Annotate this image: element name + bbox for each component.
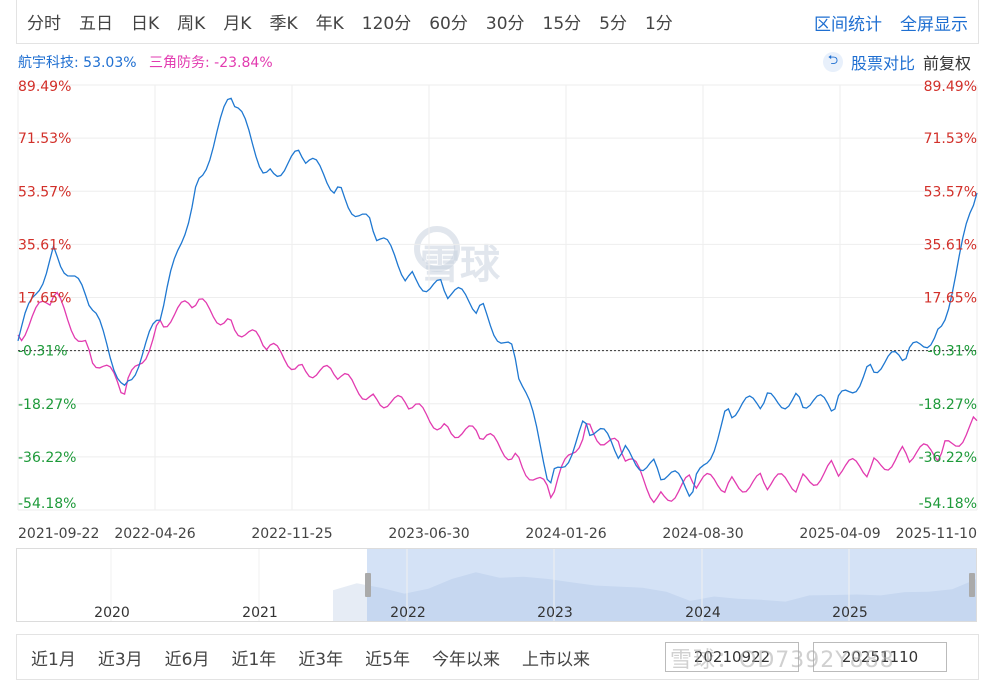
legend-series-a: 航宇科技: 53.03% bbox=[18, 55, 137, 71]
period-week-k[interactable]: 周K bbox=[177, 14, 206, 34]
fullscreen-button[interactable]: 全屏显示 bbox=[900, 14, 968, 35]
range-1m[interactable]: 近1月 bbox=[31, 649, 76, 670]
range-toolbar: 近1月 近3月 近6月 近1年 近3年 近5年 今年以来 上市以来 bbox=[16, 634, 979, 680]
navigator-left-handle bbox=[365, 573, 371, 597]
period-month-k[interactable]: 月K bbox=[223, 14, 252, 34]
y-tick-label-left: -54.18% bbox=[18, 496, 76, 512]
toolbar-right: 区间统计 全屏显示 bbox=[814, 0, 968, 44]
price-comparison-chart[interactable]: 89.49% 89.49% 71.53% 71.53% 53.57% 53.57% 35.6… bbox=[0, 72, 1007, 548]
range-3y[interactable]: 近3年 bbox=[298, 649, 344, 670]
period-toolbar: 分时 五日 日K 周K 月K 季K 年K 120分 60分 30分 15分 5分… bbox=[16, 0, 979, 44]
x-tick-label: 2024-08-30 bbox=[662, 526, 743, 542]
navigator-year-label: 2020 bbox=[94, 605, 130, 621]
range-navigator[interactable]: 2020 2021 2022 2023 2024 2025 bbox=[16, 548, 977, 622]
x-tick-label: 2025-11-10 bbox=[896, 526, 977, 542]
swap-icon[interactable]: ⮌ bbox=[822, 52, 843, 72]
navigator-year-label: 2021 bbox=[242, 605, 278, 621]
compare-stocks-button[interactable]: 股票对比 bbox=[850, 54, 915, 73]
y-tick-label-left: 89.49% bbox=[18, 79, 71, 95]
interval-stats-button[interactable]: 区间统计 bbox=[814, 14, 882, 35]
range-1y[interactable]: 近1年 bbox=[231, 649, 277, 670]
period-120min[interactable]: 120分 bbox=[361, 14, 412, 34]
y-tick-label-left: -36.22% bbox=[18, 450, 76, 466]
chart-controls: ⮌ 股票对比 前复权 bbox=[822, 50, 971, 74]
x-tick-label: 2022-04-26 bbox=[114, 526, 195, 542]
period-30min[interactable]: 30分 bbox=[485, 14, 525, 34]
period-15min[interactable]: 15分 bbox=[542, 14, 582, 34]
period-60min[interactable]: 60分 bbox=[429, 14, 468, 34]
series-line-a bbox=[17, 97, 978, 498]
y-tick-label-left: -0.31% bbox=[18, 344, 68, 360]
navigator-year-label: 2023 bbox=[537, 605, 573, 621]
y-tick-label-right: 71.53% bbox=[924, 131, 977, 147]
adjust-mode-button[interactable]: 前复权 bbox=[922, 54, 971, 73]
start-date-input[interactable]: 20210922 bbox=[665, 642, 799, 672]
navigator-year-label: 2022 bbox=[390, 605, 426, 621]
y-tick-label-right: 17.65% bbox=[924, 291, 977, 307]
y-tick-label-right: -18.27% bbox=[919, 397, 977, 413]
x-tick-label: 2025-04-09 bbox=[799, 526, 880, 542]
end-date-input[interactable]: 20251110 bbox=[813, 642, 947, 672]
period-year-k[interactable]: 年K bbox=[315, 14, 344, 34]
range-since-listing[interactable]: 上市以来 bbox=[521, 649, 590, 670]
y-tick-label-left: 53.57% bbox=[18, 184, 71, 200]
x-tick-label: 2021-09-22 bbox=[18, 526, 99, 542]
period-day-k[interactable]: 日K bbox=[131, 14, 160, 34]
y-tick-label-left: 17.65% bbox=[18, 291, 71, 307]
chart-legend: 航宇科技: 53.03% 三角防务: -23.84% bbox=[18, 52, 273, 72]
period-5min[interactable]: 5分 bbox=[599, 14, 627, 34]
range-5y[interactable]: 近5年 bbox=[365, 649, 410, 670]
y-tick-label-right: 89.49% bbox=[924, 79, 977, 95]
navigator-selection bbox=[367, 549, 976, 621]
legend-series-b: 三角防务: -23.84% bbox=[149, 55, 273, 71]
series-line-b bbox=[17, 291, 978, 504]
range-3m[interactable]: 近3月 bbox=[97, 649, 143, 670]
navigator-overview[interactable]: 2020 2021 2022 2023 2024 2025 bbox=[17, 549, 976, 621]
navigator-year-label: 2024 bbox=[685, 605, 721, 621]
y-tick-label-left: -18.27% bbox=[18, 397, 76, 413]
y-tick-label-right: 53.57% bbox=[924, 184, 977, 200]
period-1min[interactable]: 1分 bbox=[644, 14, 673, 34]
period-fenshi[interactable]: 分时 bbox=[27, 14, 61, 34]
y-tick-label-right: 35.61% bbox=[924, 237, 977, 253]
y-tick-label-left: 71.53% bbox=[18, 131, 71, 147]
y-tick-label-left: 35.61% bbox=[18, 237, 71, 253]
y-tick-label-right: -54.18% bbox=[919, 496, 977, 512]
period-five-day[interactable]: 五日 bbox=[79, 14, 113, 34]
x-tick-label: 2022-11-25 bbox=[251, 526, 332, 542]
x-tick-label: 2023-06-30 bbox=[388, 526, 469, 542]
period-quarter-k[interactable]: 季K bbox=[269, 14, 298, 34]
navigator-area bbox=[333, 572, 976, 621]
y-tick-label-right: -0.31% bbox=[927, 344, 977, 360]
range-ytd[interactable]: 今年以来 bbox=[431, 649, 500, 670]
range-6m[interactable]: 近6月 bbox=[164, 649, 210, 670]
x-tick-label: 2024-01-26 bbox=[525, 526, 606, 542]
y-tick-label-right: -36.22% bbox=[919, 450, 977, 466]
navigator-right-handle bbox=[969, 573, 975, 597]
navigator-year-label: 2025 bbox=[832, 605, 868, 621]
